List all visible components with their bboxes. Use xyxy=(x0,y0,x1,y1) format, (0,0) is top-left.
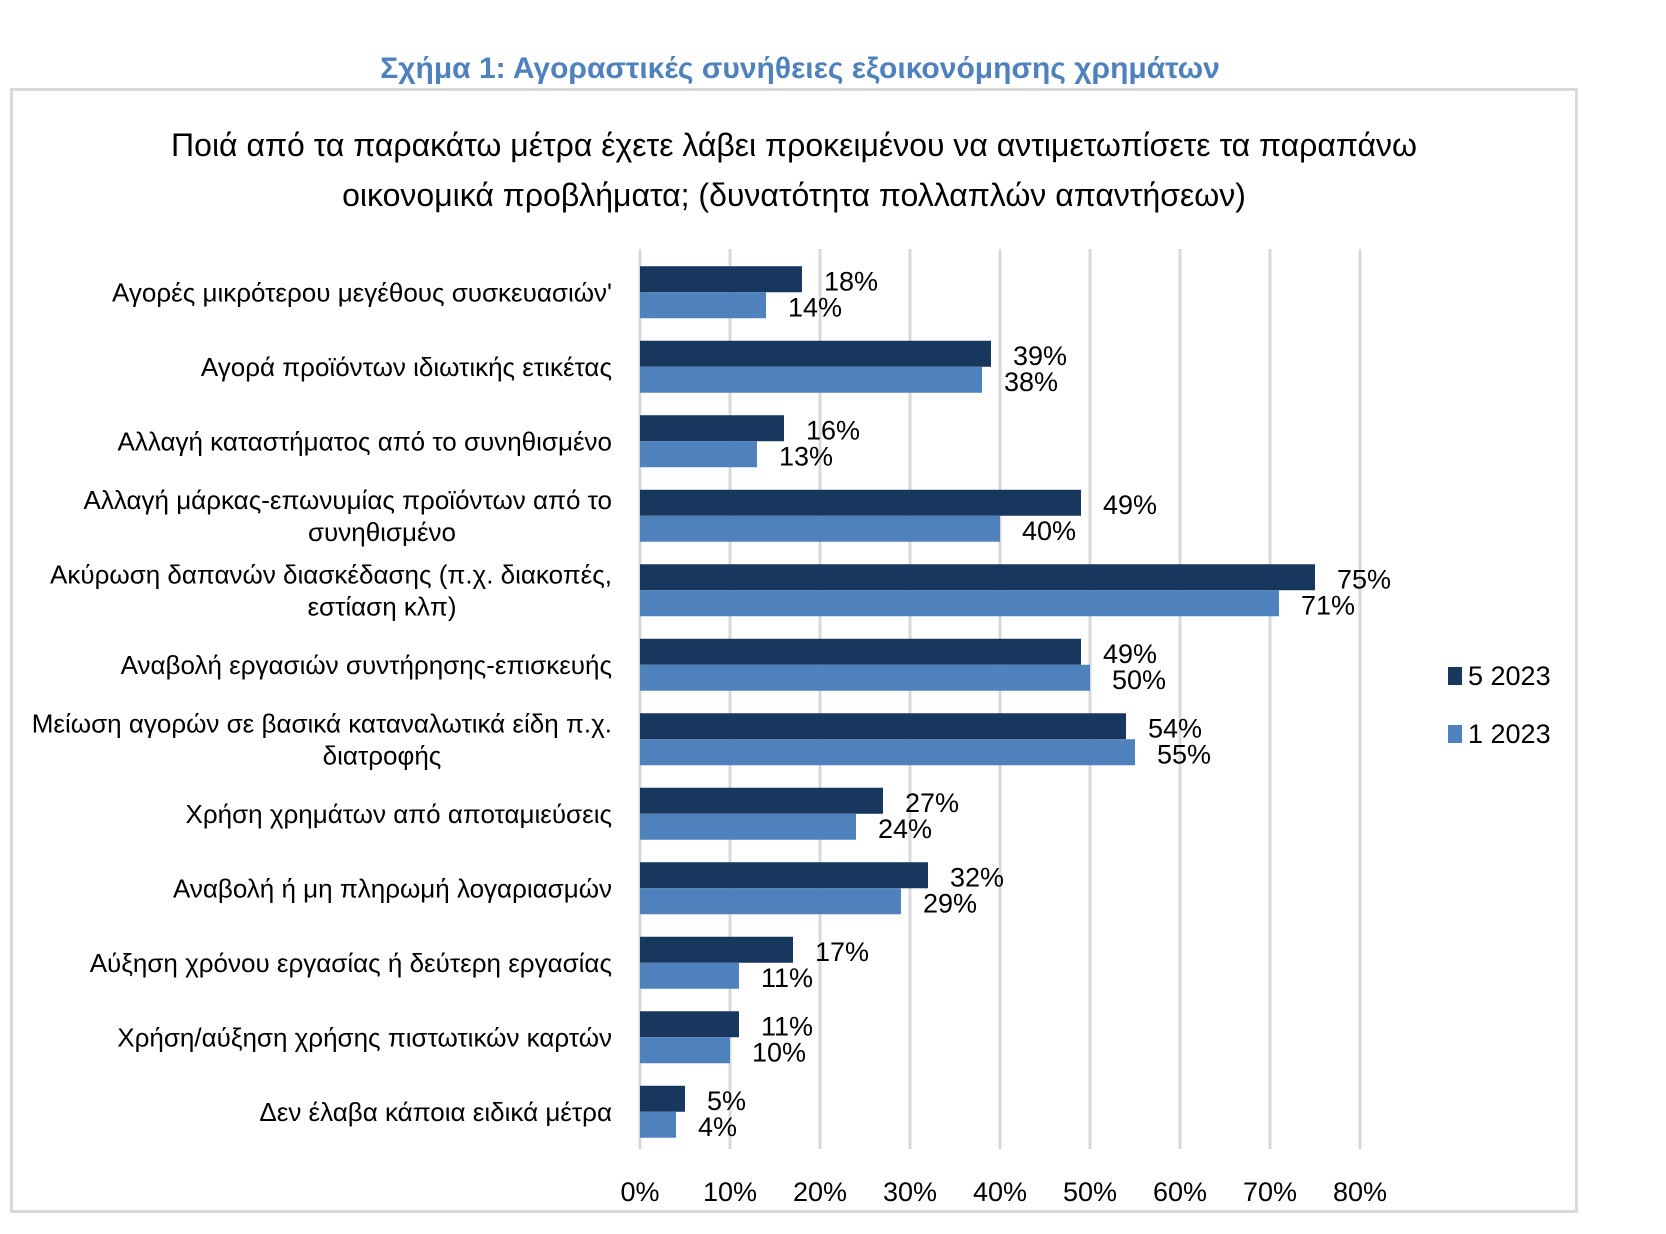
data-label: 18% xyxy=(824,266,878,296)
bar-may-2023 xyxy=(640,787,883,814)
data-label: 40% xyxy=(1022,516,1076,546)
x-tick-label: 70% xyxy=(1243,1177,1297,1207)
data-label: 32% xyxy=(950,862,1004,892)
data-label: 27% xyxy=(905,788,959,818)
bar-jan-2023 xyxy=(640,888,901,915)
legend-label: 5 2023 xyxy=(1468,661,1551,691)
bar-jan-2023 xyxy=(640,664,1090,691)
category-label: συνηθισμένο xyxy=(308,517,456,547)
x-tick-label: 20% xyxy=(793,1177,847,1207)
data-label: 14% xyxy=(788,292,842,322)
bar-jan-2023 xyxy=(640,962,739,989)
data-label: 4% xyxy=(698,1112,737,1142)
legend-label: 1 2023 xyxy=(1468,719,1551,749)
data-label: 29% xyxy=(923,888,977,918)
category-label: διατροφής xyxy=(323,740,442,770)
bar-may-2023 xyxy=(640,638,1081,665)
category-label: Αγορά προϊόντων ιδιωτικής ετικέτας xyxy=(201,352,612,382)
category-label: Αγορές μικρότερου μεγέθους συσκευασιών' xyxy=(112,277,612,307)
data-label: 75% xyxy=(1337,564,1391,594)
x-tick-label: 50% xyxy=(1063,1177,1117,1207)
legend-swatch xyxy=(1448,725,1462,743)
data-label: 38% xyxy=(1004,367,1058,397)
data-label: 55% xyxy=(1157,739,1211,769)
bar-jan-2023 xyxy=(640,1037,730,1064)
bar-may-2023 xyxy=(640,862,928,889)
bar-may-2023 xyxy=(640,564,1315,591)
category-label: Χρήση χρημάτων από αποταμιεύσεις xyxy=(186,799,612,829)
chart-title: Ποιά από τα παρακάτω μέτρα έχετε λάβει π… xyxy=(10,120,1578,220)
bar-may-2023 xyxy=(640,713,1126,740)
x-tick-label: 80% xyxy=(1333,1177,1387,1207)
bar-jan-2023 xyxy=(640,590,1279,617)
legend-swatch xyxy=(1448,667,1462,685)
bar-may-2023 xyxy=(640,340,991,367)
data-label: 49% xyxy=(1103,639,1157,669)
category-label: Αύξηση χρόνου εργασίας ή δεύτερη εργασία… xyxy=(90,948,612,978)
category-label: Ακύρωση δαπανών διασκέδασης (π.χ. διακοπ… xyxy=(50,559,612,589)
x-tick-label: 40% xyxy=(973,1177,1027,1207)
figure-caption: Σχήμα 1: Αγοραστικές συνήθειες εξοικονόμ… xyxy=(380,52,1220,85)
data-label: 11% xyxy=(761,1011,813,1041)
category-label: Αναβολή ή μη πληρωμή λογαριασμών xyxy=(173,873,612,903)
data-label: 10% xyxy=(752,1037,806,1067)
bar-jan-2023 xyxy=(640,813,856,840)
bar-may-2023 xyxy=(640,1085,685,1112)
bar-jan-2023 xyxy=(640,441,757,468)
x-tick-label: 0% xyxy=(620,1177,659,1207)
bar-jan-2023 xyxy=(640,292,766,319)
bar-may-2023 xyxy=(640,1011,739,1038)
bar-jan-2023 xyxy=(640,515,1000,542)
data-label: 11% xyxy=(761,963,813,993)
data-label: 71% xyxy=(1301,590,1355,620)
category-label: Αλλαγή καταστήματος από το συνηθισμένο xyxy=(118,426,613,456)
category-label: Αλλαγή μάρκας-επωνυμίας προϊόντων από το xyxy=(84,485,612,515)
bar-may-2023 xyxy=(640,415,784,442)
data-label: 39% xyxy=(1013,341,1067,371)
bar-jan-2023 xyxy=(640,739,1135,766)
data-label: 16% xyxy=(806,415,860,445)
data-label: 49% xyxy=(1103,490,1157,520)
category-label: Μείωση αγορών σε βασικά καταναλωτικά είδ… xyxy=(32,708,612,738)
x-tick-label: 30% xyxy=(883,1177,937,1207)
category-label: εστίαση κλπ) xyxy=(307,591,456,621)
x-tick-label: 60% xyxy=(1153,1177,1207,1207)
data-label: 24% xyxy=(878,814,932,844)
category-label: Δεν έλαβα κάποια ειδικά μέτρα xyxy=(259,1097,612,1127)
chart-title-line-1: Ποιά από τα παρακάτω μέτρα έχετε λάβει π… xyxy=(171,127,1417,163)
data-label: 50% xyxy=(1112,665,1166,695)
chart-title-line-2: οικονομικά προβλήματα; (δυνατότητα πολλα… xyxy=(342,177,1246,213)
category-label: Χρήση/αύξηση χρήσης πιστωτικών καρτών xyxy=(117,1022,612,1052)
bar-may-2023 xyxy=(640,266,802,293)
bar-jan-2023 xyxy=(640,366,982,393)
data-label: 5% xyxy=(707,1086,746,1116)
data-label: 13% xyxy=(779,441,833,471)
bar-jan-2023 xyxy=(640,1111,676,1138)
bar-may-2023 xyxy=(640,936,793,963)
data-label: 17% xyxy=(815,937,869,967)
data-label: 54% xyxy=(1148,713,1202,743)
x-tick-label: 10% xyxy=(703,1177,757,1207)
bar-may-2023 xyxy=(640,489,1081,516)
category-label: Αναβολή εργασιών συντήρησης-επισκευής xyxy=(121,650,612,680)
